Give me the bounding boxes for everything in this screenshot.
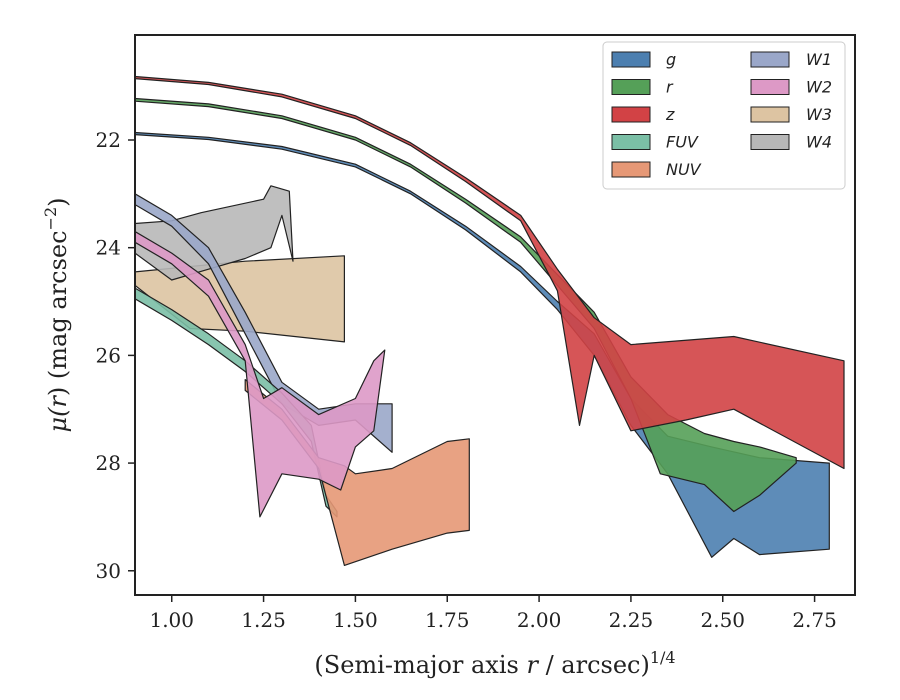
x-label-post: / arcsec): [538, 651, 650, 679]
x-tick-label: 1.50: [333, 608, 378, 632]
area-z: [135, 75, 845, 470]
legend-label-w3: W3: [806, 105, 832, 124]
legend-swatch-w4: [750, 134, 790, 150]
legend: grz FUV NUV W1 W2 W3 W4: [602, 41, 846, 190]
area-r: [135, 97, 797, 513]
x-axis-label: (Semi-major axis r / arcsec)1/4: [314, 648, 675, 679]
legend-swatch-w1: [750, 51, 790, 68]
legend-label-g: g: [666, 50, 676, 69]
y-label-close: ): [44, 197, 72, 206]
y-tick-label: 30: [96, 559, 121, 583]
legend-swatch-z: [611, 106, 651, 123]
y-tick-label: 28: [96, 451, 121, 475]
x-tick-label: 1.75: [425, 608, 470, 632]
legend-swatch-w3: [750, 106, 790, 123]
legend-swatch-w2: [750, 79, 790, 95]
legend-swatch-fuv: [611, 134, 651, 150]
legend-box: [602, 41, 846, 190]
y-label-mu: μ(: [44, 407, 72, 433]
x-tick-label: 2.75: [792, 608, 837, 632]
y-tick-label: 22: [96, 128, 121, 152]
y-label-sup: −2: [41, 207, 60, 231]
legend-label-r: r: [666, 78, 674, 97]
x-label-var: r: [526, 651, 539, 679]
legend-swatch-g: [611, 51, 651, 68]
x-tick-label: 2.25: [609, 608, 654, 632]
y-axis-label: μ(r) (mag arcsec−2): [41, 197, 72, 432]
legend-label-w1: W1: [806, 50, 832, 69]
x-label-sup: 1/4: [650, 648, 676, 667]
legend-label-w4: W4: [806, 133, 832, 152]
x-label-pre: (Semi-major axis: [314, 651, 526, 679]
x-tick-label: 1.00: [149, 608, 194, 632]
x-tick-label: 2.50: [700, 608, 745, 632]
x-tick-label: 2.00: [517, 608, 562, 632]
legend-label-z: z: [665, 105, 675, 124]
y-tick-label: 24: [96, 236, 121, 260]
plot-frame: [134, 34, 856, 596]
legend-label-nuv: NUV: [666, 160, 702, 179]
axis-ticks: 1.00 1.25 1.50 1.75 2.00 2.25 2.50 2.75 22 24 26 28…: [96, 128, 837, 632]
legend-swatch-nuv: [611, 161, 651, 178]
plot-areas: [135, 75, 845, 567]
legend-label-w2: W2: [806, 78, 832, 97]
y-label-var: r: [44, 395, 72, 408]
legend-label-fuv: FUV: [666, 133, 699, 152]
legend-swatch-r: [611, 79, 651, 95]
x-tick-label: 1.25: [241, 608, 286, 632]
area-w2: [135, 230, 386, 518]
y-label-post: ) (mag arcsec: [44, 230, 72, 396]
y-tick-label: 26: [96, 343, 121, 367]
